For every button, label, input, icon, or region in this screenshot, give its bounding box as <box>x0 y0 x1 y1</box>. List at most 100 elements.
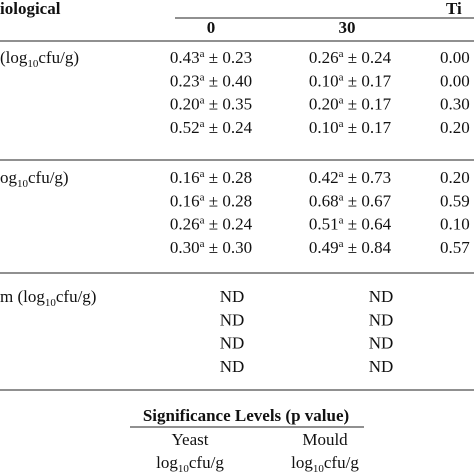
cell: ND <box>220 334 245 353</box>
superscript: a <box>339 215 344 227</box>
sd: ± 0.17 <box>344 71 392 90</box>
subscript: 10 <box>17 178 29 190</box>
mean: 0.68 <box>309 191 339 210</box>
superscript: a <box>200 191 205 203</box>
superscript: a <box>200 168 205 180</box>
cell: ND <box>220 357 245 376</box>
mean: 0.51 <box>309 215 339 234</box>
superscript: a <box>339 71 344 83</box>
cell: 0.00 <box>440 48 470 67</box>
cell: 0.26a ± 0.24 <box>309 48 392 67</box>
superscript: a <box>200 71 205 83</box>
text-part: m (log <box>0 287 45 306</box>
cell: 0.30 <box>440 95 470 114</box>
cell: 0.20a ± 0.35 <box>170 95 252 114</box>
cell: 0.20a ± 0.17 <box>309 95 392 114</box>
cell: 0.26a ± 0.24 <box>170 215 253 234</box>
text-part: og <box>0 168 18 187</box>
text-part: log <box>291 453 313 472</box>
sd: ± 0.30 <box>205 238 253 257</box>
cell: 0.30a ± 0.30 <box>170 238 252 257</box>
sd: ± 0.24 <box>205 118 253 137</box>
cell: ND <box>220 310 245 329</box>
mean: 0.20 <box>170 95 200 114</box>
cell: 0.10a ± 0.17 <box>309 118 392 137</box>
cell: 0.42a ± 0.73 <box>309 168 391 187</box>
cell: 0.59 <box>440 191 470 210</box>
mean: 0.43 <box>170 48 200 67</box>
sd: ± 0.64 <box>344 215 392 234</box>
sd: ± 0.24 <box>205 215 253 234</box>
cell: 0.49a ± 0.84 <box>309 238 392 257</box>
significance-title: Significance Levels (p value) <box>143 406 349 425</box>
superscript: a <box>200 238 205 250</box>
mean: 0.42 <box>309 168 339 187</box>
text-part: cfu/g <box>189 453 224 472</box>
cell: 0.23a ± 0.40 <box>170 71 252 90</box>
cell: 0.51a ± 0.64 <box>309 215 392 234</box>
cell: 0.16a ± 0.28 <box>170 168 252 187</box>
cell: ND <box>369 334 394 353</box>
cell: 0.20 <box>440 168 470 187</box>
cell: ND <box>220 287 245 306</box>
subscript: 10 <box>45 297 57 309</box>
superscript: a <box>339 118 344 130</box>
mean: 0.16 <box>170 191 200 210</box>
superscript: a <box>339 191 344 203</box>
mean: 0.23 <box>170 71 200 90</box>
cell: 0.43a ± 0.23 <box>170 48 252 67</box>
significance-column: Yeast <box>171 430 208 449</box>
cell: 0.57 <box>440 238 470 257</box>
mean: 0.26 <box>309 48 339 67</box>
superscript: a <box>200 95 205 107</box>
cell: 0.00 <box>440 71 470 90</box>
superscript: a <box>200 215 205 227</box>
cell: ND <box>369 310 394 329</box>
text-part: cfu/g <box>324 453 359 472</box>
column-header: 30 <box>339 18 356 37</box>
text-part: cfu/g) <box>56 287 97 306</box>
sd: ± 0.67 <box>344 191 392 210</box>
sd: ± 0.84 <box>344 238 392 257</box>
cell: 0.16a ± 0.28 <box>170 191 252 210</box>
superscript: a <box>200 118 205 130</box>
subscript: 10 <box>178 463 190 474</box>
cell: 0.10 <box>440 215 470 234</box>
row-label: m (log10cfu/g) <box>0 287 96 309</box>
cell: ND <box>369 287 394 306</box>
superscript: a <box>339 168 344 180</box>
superscript: a <box>339 95 344 107</box>
sd: ± 0.28 <box>205 168 253 187</box>
significance-unit: log10cfu/g <box>156 453 224 474</box>
significance-unit: log10cfu/g <box>291 453 359 474</box>
significance-column: Mould <box>302 430 348 449</box>
cell: 0.52a ± 0.24 <box>170 118 253 137</box>
text-part: cfu/g) <box>38 48 79 67</box>
superscript: a <box>339 48 344 60</box>
sd: ± 0.17 <box>344 95 392 114</box>
sd: ± 0.23 <box>205 48 253 67</box>
mean: 0.20 <box>309 95 339 114</box>
mean: 0.10 <box>309 71 339 90</box>
text-part: cfu/g) <box>28 168 69 187</box>
row-label: (log10cfu/g) <box>0 48 79 70</box>
subscript: 10 <box>27 58 39 70</box>
text-part: (log <box>0 48 28 67</box>
sd: ± 0.40 <box>205 71 253 90</box>
superscript: a <box>339 238 344 250</box>
cell: 0.20 <box>440 118 470 137</box>
sd: ± 0.17 <box>344 118 392 137</box>
mean: 0.52 <box>170 118 200 137</box>
sd: ± 0.28 <box>205 191 253 210</box>
text-part: log <box>156 453 178 472</box>
header-time: Ti <box>446 0 462 18</box>
sd: ± 0.24 <box>344 48 392 67</box>
sd: ± 0.35 <box>205 95 253 114</box>
superscript: a <box>200 48 205 60</box>
mean: 0.49 <box>309 238 339 257</box>
cell: ND <box>369 357 394 376</box>
header-title: iological <box>0 0 61 18</box>
row-label: og10cfu/g) <box>0 168 69 190</box>
